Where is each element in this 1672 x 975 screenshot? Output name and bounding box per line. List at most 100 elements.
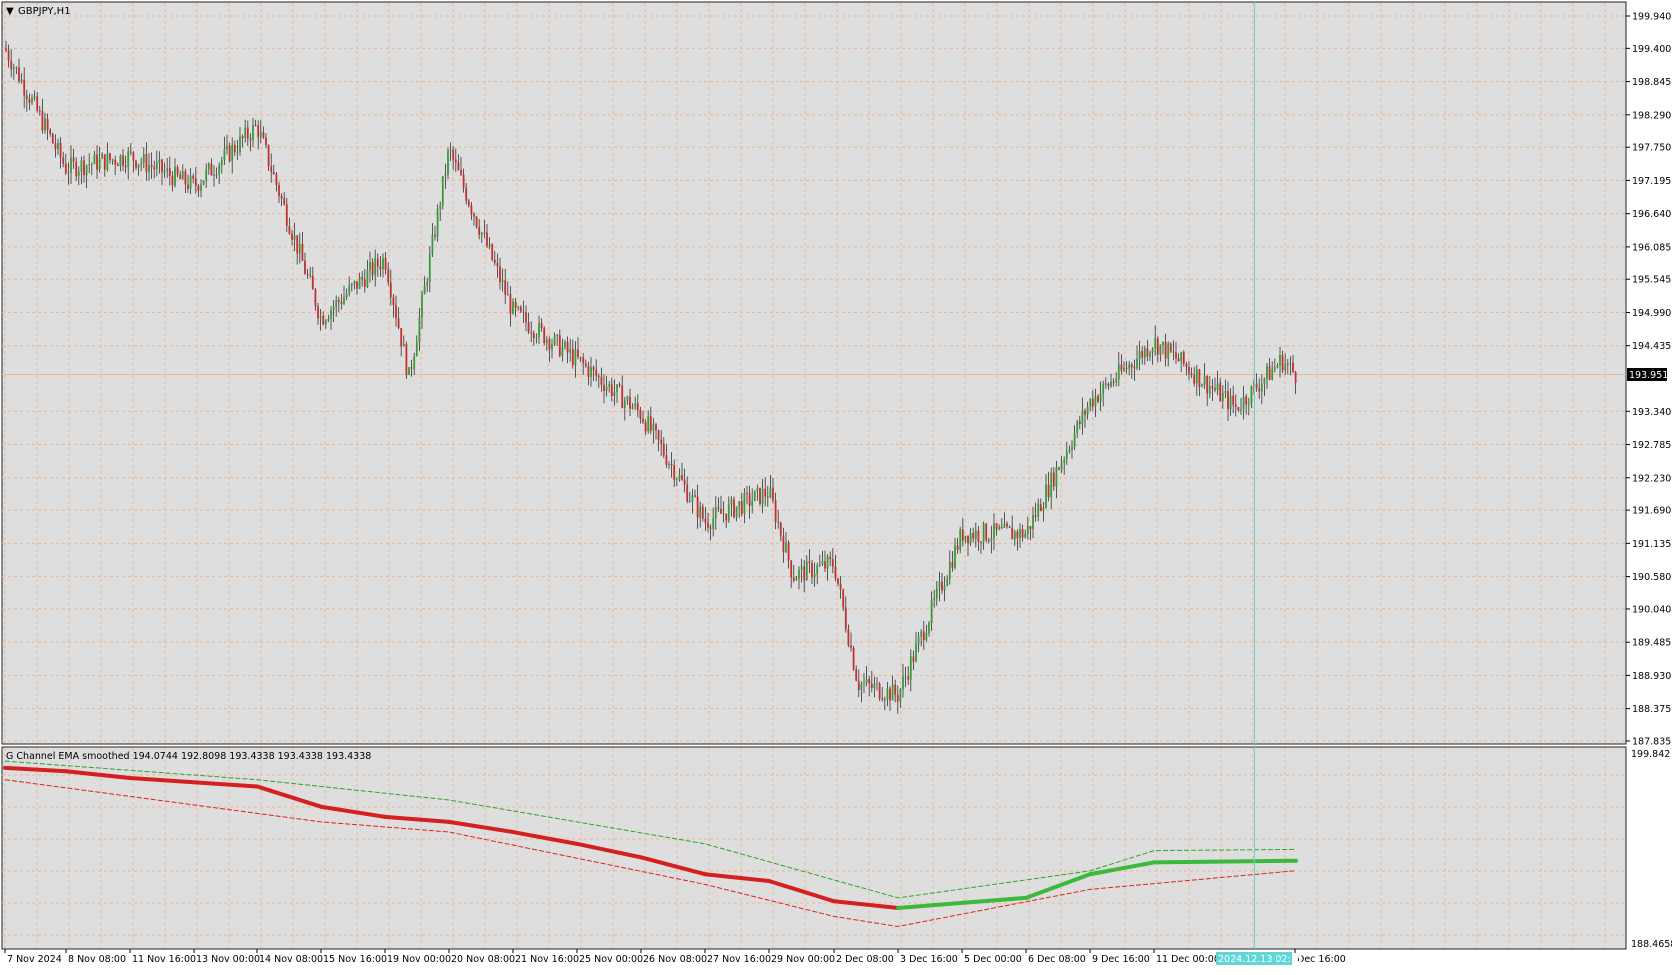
bear-candle [254,124,257,126]
bull-candle [449,149,452,151]
time-tick-label: 19 Nov 00:00 [387,954,451,965]
bear-candle [811,563,813,578]
bull-candle [127,151,130,168]
bull-candle [1076,421,1079,434]
bull-candle [517,306,520,308]
bull-candle [1143,348,1146,358]
bear-candle [1281,355,1284,371]
time-axis[interactable]: 7 Nov 2024 8 Nov 08:00 11 Nov 16:00 13 Nov … [4,949,1346,965]
bear-candle [1156,338,1159,355]
bull-candle [753,490,756,501]
bull-candle [805,561,808,581]
bear-candle [228,145,231,161]
time-tick-label: 9 Dec 16:00 [1092,954,1150,965]
time-tick-label: 26 Nov 08:00 [643,954,707,965]
time-tick-label: 5 Dec 00:00 [964,954,1022,965]
ema-mid-segment [447,819,515,835]
bear-candle [829,556,832,560]
bear-candle [522,311,525,313]
bull-candle [1136,358,1138,369]
bear-candle [1227,391,1229,410]
bull-candle [1162,342,1164,345]
bull-candle [616,384,618,392]
bear-candle [1008,526,1011,528]
time-tick-label: 14 Nov 08:00 [259,954,323,965]
bull-candle [873,683,876,689]
price-pane[interactable]: ▼ GBPJPY,H1 [1,1,1627,745]
bull-candle [590,367,592,377]
bear-candle [1206,375,1209,394]
bear-candle [704,518,707,523]
bull-candle [350,284,353,286]
bull-candle [447,150,449,175]
bull-candle [561,347,564,356]
bear-candle [850,645,852,648]
bull-candle [915,643,917,662]
bear-candle [1214,388,1216,391]
indicator-title: G Channel EMA smoothed 194.0744 192.8098… [6,751,371,762]
bear-candle [790,560,793,578]
bull-candle [137,164,140,168]
bull-candle [1117,364,1120,380]
price-tick-label: 189.485 [1632,638,1671,649]
bear-candle [808,561,811,564]
bull-candle [917,636,920,644]
bear-candle [1078,421,1081,424]
bull-candle [1019,529,1021,539]
bear-candle [1047,484,1050,497]
bull-candle [935,588,938,599]
bull-candle [982,523,985,543]
bull-candle [678,475,681,480]
current-price-tag-bg [1627,368,1667,381]
bull-candle [1138,351,1141,359]
bull-candle [613,391,616,396]
ema-mid-segment [1088,860,1156,877]
bear-candle [18,67,20,82]
bull-candle [785,542,787,553]
bear-candle [1039,504,1042,512]
price-tick-label: 197.750 [1632,143,1671,154]
bear-candle [241,136,244,139]
bear-candle [642,418,644,423]
bull-candle [1224,391,1227,393]
bull-candle [413,356,416,369]
price-tick-label: 190.040 [1632,604,1671,615]
bear-candle [132,151,135,161]
bull-candle [974,530,977,539]
bear-candle [280,196,283,199]
bull-candle [512,301,514,314]
bear-candle [397,318,400,329]
bull-candle [964,535,967,541]
bull-candle [1240,409,1242,411]
indicator-pane[interactable]: G Channel EMA smoothed 194.0744 192.8098… [1,746,1627,950]
price-tick-label: 191.135 [1632,539,1671,550]
price-tick-label: 188.930 [1632,671,1671,682]
bear-candle [1294,371,1297,383]
price-axis[interactable]: 199.940 199.400 198.845 198.290 197.750 197.1… [1626,12,1671,748]
bear-candle [1091,399,1094,407]
bear-candle [558,335,561,356]
bear-candle [540,322,543,328]
bear-candle [896,694,899,702]
bull-candle [798,569,800,579]
bear-candle [587,365,590,377]
bear-candle [83,160,85,176]
bull-candle [928,622,930,634]
price-tick-label: 197.195 [1632,176,1671,187]
chart-collapse-icon[interactable]: ▼ [6,6,14,17]
bear-candle [717,507,720,509]
bear-candle [371,262,374,276]
bull-candle [743,493,746,514]
bear-candle [192,175,195,179]
bull-candle [891,684,894,701]
bull-candle [12,67,15,70]
bear-candle [1006,523,1008,527]
bear-candle [834,566,837,579]
time-tick-label: 3 Dec 16:00 [900,954,958,965]
bear-candle [1198,369,1201,387]
bear-candle [153,167,156,170]
bull-candle [140,162,143,165]
bull-candle [933,598,936,601]
